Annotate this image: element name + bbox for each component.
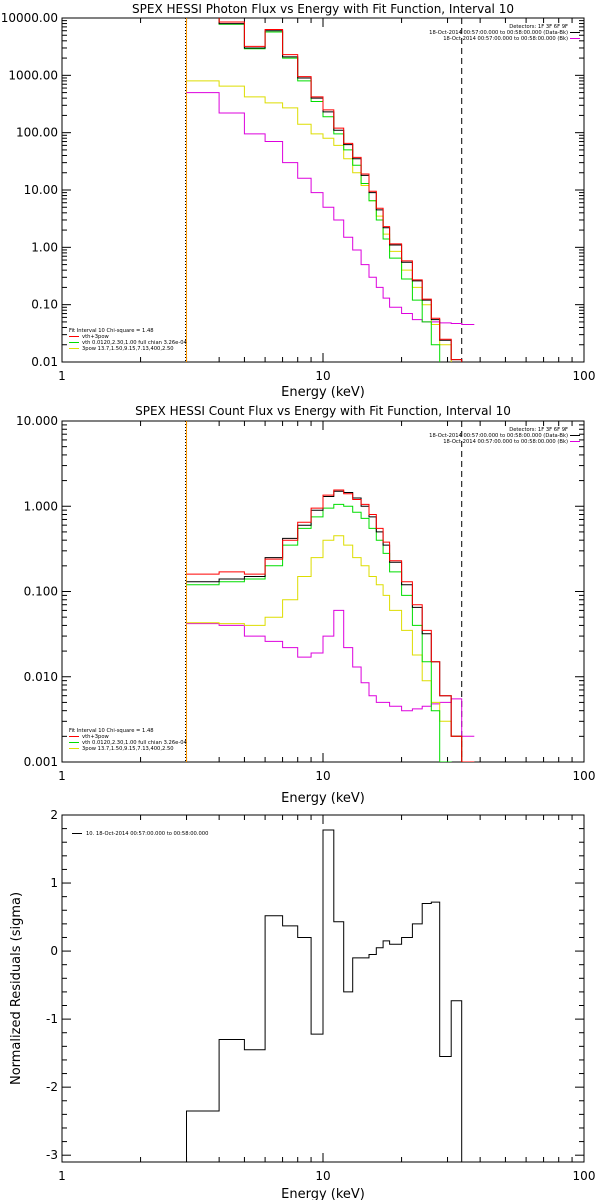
- legend-top-right-item: 18-Oct-2014 00:57:00.000 to 00:58:00.000…: [429, 30, 568, 36]
- chart-title: SPEX HESSI Photon Flux vs Energy with Fi…: [132, 2, 514, 16]
- series-line-red: [218, 18, 463, 362]
- legend-bottom-left-item: vth 0.0120,2.30,1.00 full chian 3.26e-04: [82, 340, 187, 346]
- y-tick-label: 2: [50, 808, 58, 822]
- y-axis-label: Normalized Residuals (sigma): [9, 892, 24, 1085]
- series-line-black: [186, 829, 463, 1162]
- y-tick-label: 1.000: [24, 499, 58, 513]
- legend-top-right-item: 18-Oct-2014 00:57:00.000 to 00:58:00.000…: [443, 36, 568, 42]
- y-tick-label: 100.00: [16, 126, 58, 140]
- chart-title: SPEX HESSI Count Flux vs Energy with Fit…: [135, 404, 511, 418]
- y-tick-label: 0.100: [24, 585, 58, 599]
- y-tick-label: 0.010: [24, 670, 58, 684]
- y-tick-label: 1: [50, 876, 58, 890]
- legend-bottom-left-item: 3pow 13.7,1.50,9.15,7.13,400,2.50: [82, 746, 174, 752]
- x-tick-label: 100: [573, 769, 596, 783]
- legend-top-right-item: 18-Oct-2014 00:57:00.000 to 00:58:00.000…: [429, 433, 568, 439]
- series-line-green: [218, 18, 441, 362]
- x-tick-label: 100: [573, 369, 596, 383]
- legend-top-right-item: Detectors: 1F 3F 6F 9F: [509, 427, 568, 433]
- x-tick-label: 1: [58, 769, 66, 783]
- series-line-red: [186, 489, 475, 762]
- legend-top-right-item: Detectors: 1F 3F 6F 9F: [509, 24, 568, 30]
- x-axis-label: Energy (keV): [281, 791, 365, 806]
- y-tick-label: 10.000: [16, 414, 58, 428]
- legend-bottom-left-item: vth+3pow: [82, 334, 110, 340]
- x-axis-label: Energy (keV): [281, 1187, 365, 1200]
- y-tick-label: 1000.00: [8, 68, 58, 82]
- plot-frame: [61, 17, 585, 363]
- legend-bottom-left-item: vth+3pow: [82, 734, 110, 740]
- y-tick-label: 0.10: [31, 298, 58, 312]
- series-line-magenta: [186, 92, 475, 325]
- photon-flux-chart: SPEX HESSI Photon Flux vs Energy with Fi…: [1, 2, 596, 400]
- legend-bottom-left-item: Fit Interval 10 Chi-square = 1.48: [69, 728, 154, 734]
- count-flux-chart: SPEX HESSI Count Flux vs Energy with Fit…: [16, 404, 595, 806]
- residuals-chart: 1 10 100 Energy (keV) -3 -2 -1 0 1 2 Normalized Re…: [9, 808, 595, 1200]
- x-tick-label: 10: [315, 1169, 330, 1183]
- x-tick-label: 10: [315, 369, 330, 383]
- legend-top-right-item: 18-Oct-2014 00:57:00.000 to 00:58:00.000…: [443, 439, 568, 445]
- legend-bottom-left-item: 3pow 13.7,1.50,9.15,7.13,400,2.50: [82, 346, 174, 352]
- y-tick-label: 10.00: [24, 183, 58, 197]
- series-line-black: [186, 490, 475, 762]
- x-axis-label: Energy (keV): [281, 385, 365, 400]
- legend-bottom-left-item: vth 0.0120,2.30,1.00 full chian 3.26e-04: [82, 740, 187, 746]
- y-tick-label: 0.001: [24, 755, 58, 769]
- y-tick-label: -2: [46, 1080, 58, 1094]
- x-tick-label: 1: [58, 1169, 66, 1183]
- y-tick-label: 0: [50, 944, 58, 958]
- y-tick-label: -1: [46, 1012, 58, 1026]
- legend-bottom-left-item: Fit Interval 10 Chi-square = 1.48: [69, 328, 154, 334]
- y-tick-label: -3: [46, 1148, 58, 1162]
- y-tick-label: 1.00: [31, 240, 58, 254]
- y-tick-label: 10000.00: [1, 11, 58, 25]
- y-tick-label: 0.01: [31, 355, 58, 369]
- x-tick-label: 10: [315, 769, 330, 783]
- plot-frame: [61, 420, 585, 763]
- x-tick-label: 1: [58, 369, 66, 383]
- legend-top-left-item: 10. 18-Oct-2014 00:57:00.000 to 00:58:00…: [86, 831, 208, 837]
- x-tick-label: 100: [573, 1169, 596, 1183]
